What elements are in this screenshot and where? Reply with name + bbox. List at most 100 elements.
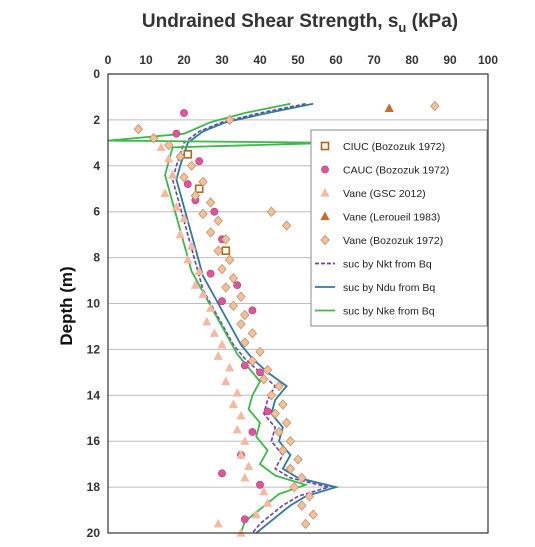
data-point — [179, 172, 189, 183]
data-point — [263, 498, 273, 507]
data-point — [384, 103, 394, 113]
data-point — [248, 428, 257, 436]
data-point — [236, 528, 246, 537]
data-point — [213, 245, 223, 256]
x-tick-label: 60 — [329, 53, 343, 67]
title-main: Undrained Shear Strength, s — [142, 11, 399, 32]
y-tick-label: 16 — [87, 434, 101, 448]
data-point — [240, 515, 249, 524]
data-point — [186, 160, 197, 171]
legend-label: Vane (Leroueil 1983) — [343, 212, 440, 224]
data-point — [205, 197, 216, 208]
data-point — [228, 300, 239, 311]
data-point — [221, 282, 231, 293]
data-point — [262, 364, 273, 376]
data-point — [240, 361, 249, 370]
data-point — [236, 410, 246, 420]
data-point — [274, 426, 284, 438]
data-point — [206, 269, 215, 278]
data-point — [190, 280, 200, 289]
x-tick-label: 30 — [215, 53, 229, 67]
data-point — [206, 303, 216, 312]
x-tick-label: 20 — [177, 53, 191, 67]
y-tick-label: 6 — [93, 205, 100, 219]
data-point — [240, 309, 250, 321]
y-tick-label: 10 — [87, 297, 101, 311]
data-point — [248, 306, 257, 315]
data-point — [308, 509, 318, 520]
title-sub: u — [398, 20, 406, 35]
legend-label: CIUC (Bozozuk 1972) — [343, 141, 445, 153]
plot-frame — [107, 73, 489, 534]
data-point — [297, 500, 307, 511]
data-point — [228, 399, 238, 409]
data-point — [240, 436, 250, 445]
data-point — [281, 417, 292, 428]
data-point — [209, 328, 219, 337]
legend-label: CAUC (Bozozuk 1972) — [343, 165, 449, 177]
legend-marker — [320, 141, 330, 151]
data-point — [205, 227, 216, 238]
data-point — [217, 263, 227, 275]
x-tick-label: 50 — [291, 53, 305, 67]
legend-label: Vane (GSC 2012) — [343, 188, 426, 200]
data-point — [281, 220, 292, 231]
x-tick-label: 10 — [139, 53, 153, 67]
data-point — [240, 472, 250, 482]
data-point — [221, 234, 231, 245]
data-point — [218, 297, 226, 306]
data-point — [266, 206, 277, 217]
data-point — [210, 207, 219, 216]
y-tick-label: 0 — [93, 67, 100, 81]
legend-marker — [320, 234, 330, 246]
data-point — [236, 449, 246, 459]
y-tick-label: 8 — [93, 251, 100, 265]
data-point — [256, 480, 264, 489]
data-point — [183, 254, 193, 264]
legend-marker — [320, 188, 330, 197]
data-point — [218, 469, 226, 478]
data-point — [430, 101, 440, 112]
legend-marker — [321, 165, 329, 174]
chart-title: Undrained Shear Strength, su (kPa) — [142, 11, 458, 35]
x-tick-label: 40 — [253, 53, 267, 67]
data-point — [256, 368, 264, 377]
series-line — [107, 102, 337, 534]
data-point — [171, 202, 181, 211]
data-point — [228, 273, 239, 284]
data-point — [175, 151, 185, 162]
y-tick-label: 12 — [87, 342, 101, 356]
legend-label: suc by Ndu from Bq — [343, 282, 435, 294]
series-line — [171, 103, 332, 534]
data-point — [180, 109, 188, 117]
data-point — [259, 374, 269, 385]
legend-marker — [320, 211, 330, 221]
y-tick-label: 14 — [87, 388, 101, 402]
y-tick-label: 2 — [93, 113, 100, 127]
tick-labels: 0 2 4 6 8 10 12 14 16 18 20 0 10 20 30 40 50 60 70 80 90 100 — [87, 53, 499, 540]
y-tick-label: 20 — [87, 526, 101, 540]
data-point — [175, 229, 185, 239]
data-point — [293, 454, 303, 465]
data-point — [183, 150, 193, 159]
data-point — [221, 376, 231, 386]
data-point — [225, 362, 235, 372]
data-point — [202, 316, 212, 326]
data-point — [263, 407, 272, 416]
data-point — [251, 509, 261, 519]
legend-label: Vane (Bozozuk 1972) — [343, 235, 443, 247]
data-point — [168, 169, 178, 179]
data-point — [236, 319, 246, 330]
data-point — [148, 133, 159, 144]
data-point — [187, 241, 197, 250]
x-tick-label: 0 — [105, 53, 112, 67]
data-point — [198, 289, 208, 298]
data-marks — [107, 101, 440, 537]
legend-label: suc by Nke from Bq — [343, 306, 435, 318]
data-point — [259, 486, 269, 496]
data-point — [164, 140, 174, 151]
data-point — [232, 424, 242, 434]
data-point — [160, 188, 170, 197]
data-point — [274, 381, 284, 392]
